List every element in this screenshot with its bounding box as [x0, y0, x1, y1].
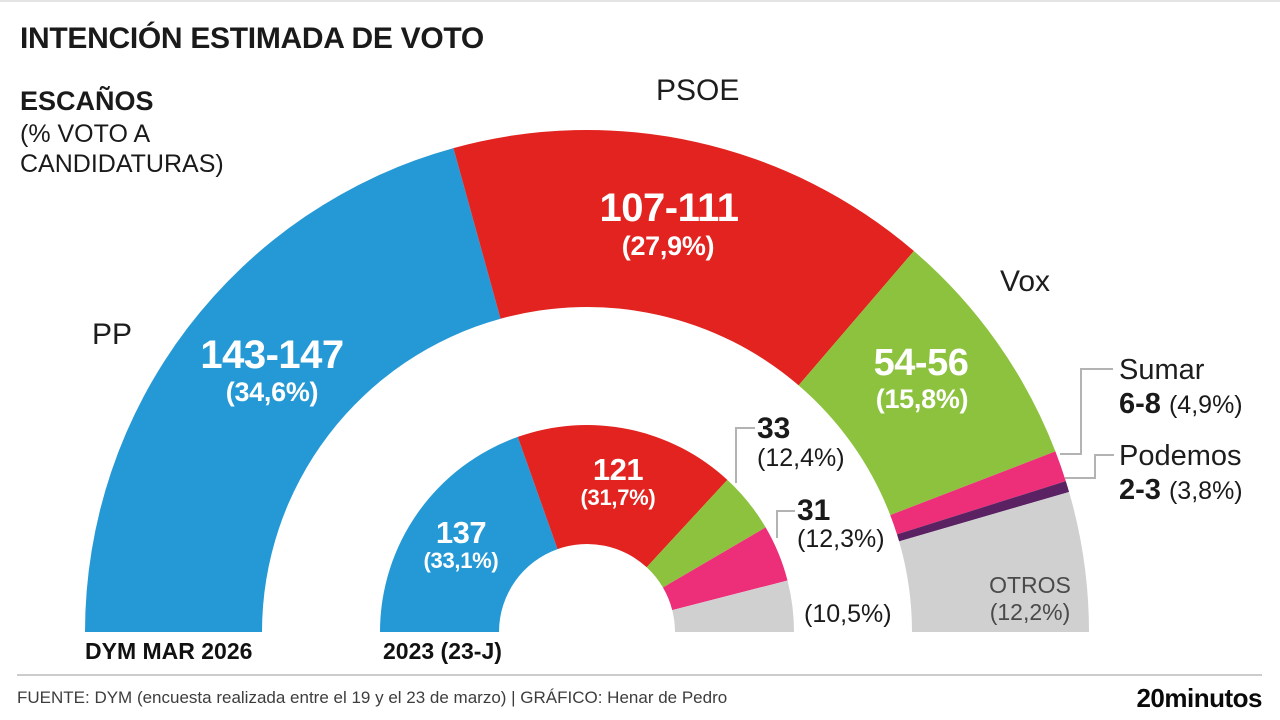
psoe-seats-2023: 121 — [592, 452, 644, 487]
slice-inner-vox — [646, 479, 766, 588]
slice-outer-psoe — [453, 129, 914, 386]
party-label-psoe: PSOE — [656, 74, 740, 107]
slice-inner-psoe — [517, 424, 728, 568]
sumar-pct-2026: (4,9%) — [1168, 391, 1243, 420]
slice-outer-otros — [899, 491, 1089, 632]
sumar-callout-label: Sumar 6-8 (4,9%) — [1119, 354, 1243, 421]
psoe-seats-2026: 107-111 — [599, 186, 739, 230]
callout-line-vox-2023 — [735, 427, 755, 483]
units-note-line1: (% VOTO A — [20, 120, 151, 148]
podemos-callout-label: Podemos 2-3 (3,8%) — [1119, 440, 1243, 507]
vox-pct-2023: (12,4%) — [757, 444, 845, 472]
slice-outer-pp — [85, 148, 501, 632]
sumar-pct-2023: (12,3%) — [797, 525, 885, 553]
footer-divider — [17, 674, 1262, 676]
slice-inner-sumar — [662, 527, 788, 611]
party-label-vox: Vox — [1000, 265, 1051, 298]
otros-pct-2023: (10,5%) — [804, 600, 892, 628]
slice-outer-podemos — [896, 481, 1070, 542]
podemos-pct-2026: (3,8%) — [1168, 477, 1243, 506]
source-credit: FUENTE: DYM (encuesta realizada entre el… — [17, 688, 728, 707]
units-note-line2: CANDIDATURAS) — [20, 150, 224, 178]
vox-pct-2026: (15,8%) — [875, 384, 969, 414]
otros-name: OTROS — [989, 572, 1071, 598]
callout-line-sumar-2026 — [1060, 368, 1113, 455]
slice-outer-sumar — [890, 451, 1066, 535]
pp-seats-2023: 137 — [435, 515, 487, 550]
otros-label-2026: OTROS (12,2%) — [989, 572, 1071, 626]
slice-outer-vox — [798, 251, 1056, 516]
pp-pct-2023: (33,1%) — [423, 548, 499, 573]
slice-inner-pp — [380, 436, 558, 632]
ring-name-dym-2026: DYM MAR 2026 — [85, 638, 253, 664]
callout-line-sumar-2023 — [776, 510, 795, 538]
party-label-pp: PP — [92, 318, 133, 351]
page-title: INTENCIÓN ESTIMADA DE VOTO — [20, 22, 484, 55]
vox-seats-2026: 54-56 — [873, 342, 969, 384]
slice-inner-otros — [672, 580, 794, 632]
otros-pct-2026: (12,2%) — [989, 599, 1071, 626]
psoe-pct-2026: (27,9%) — [621, 231, 715, 261]
20minutos-logo: 20minutos — [1136, 683, 1262, 713]
sumar-seats-2023: 31 — [797, 494, 831, 527]
psoe-pct-2023: (31,7%) — [580, 485, 656, 510]
pp-seats-2026: 143-147 — [200, 333, 344, 377]
ring-name-2023: 2023 (23-J) — [383, 638, 502, 664]
party-label-sumar: Sumar — [1119, 354, 1205, 386]
party-label-podemos: Podemos — [1119, 440, 1242, 472]
vox-seats-2023: 33 — [757, 412, 791, 445]
callout-line-podemos-2026 — [1065, 454, 1114, 479]
units-label: ESCAÑOS — [20, 86, 154, 116]
sumar-seats-2026: 6-8 — [1119, 388, 1161, 421]
podemos-seats-2026: 2-3 — [1119, 474, 1161, 507]
pp-pct-2026: (34,6%) — [225, 377, 319, 407]
